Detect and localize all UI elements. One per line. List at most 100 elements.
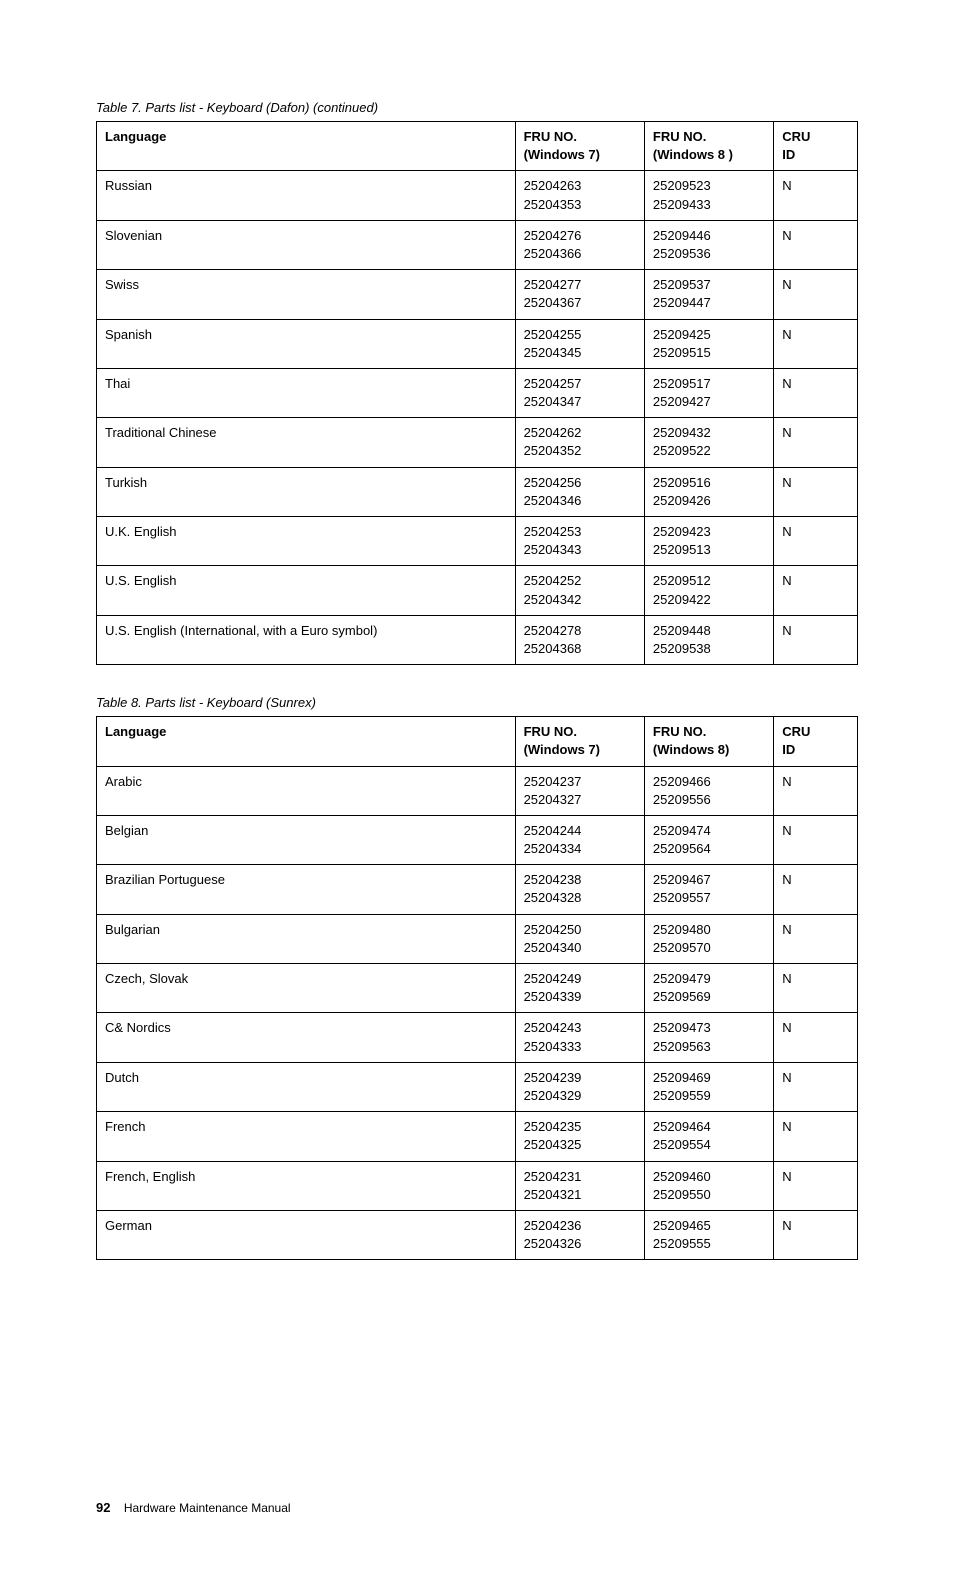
- cell-fru-win7: 2520425525204345: [515, 319, 644, 368]
- table-row: Arabic25204237252043272520946625209556N: [97, 766, 858, 815]
- page-number: 92: [96, 1500, 110, 1515]
- table-8-header-row: Language FRU NO.(Windows 7) FRU NO.(Wind…: [97, 717, 858, 766]
- table-row: Bulgarian2520425025204340252094802520957…: [97, 914, 858, 963]
- cell-language: Czech, Slovak: [97, 964, 516, 1013]
- cell-fru-win8: 2520948025209570: [644, 914, 773, 963]
- header-cru-id: CRUID: [774, 717, 858, 766]
- cell-cru-id: N: [774, 368, 858, 417]
- cell-language: French, English: [97, 1161, 516, 1210]
- cell-language: C& Nordics: [97, 1013, 516, 1062]
- cell-language: Swiss: [97, 270, 516, 319]
- cell-language: Slovenian: [97, 220, 516, 269]
- cell-fru-win8: 2520946725209557: [644, 865, 773, 914]
- cell-language: Spanish: [97, 319, 516, 368]
- cell-fru-win8: 2520946425209554: [644, 1112, 773, 1161]
- cell-fru-win8: 2520947425209564: [644, 815, 773, 864]
- table-row: Swiss25204277252043672520953725209447N: [97, 270, 858, 319]
- cell-cru-id: N: [774, 220, 858, 269]
- cell-fru-win8: 2520946025209550: [644, 1161, 773, 1210]
- table-row: Russian25204263252043532520952325209433N: [97, 171, 858, 220]
- table-row: Turkish25204256252043462520951625209426N: [97, 467, 858, 516]
- table-7-header-row: Language FRU NO.(Windows 7) FRU NO.(Wind…: [97, 122, 858, 171]
- table-row: French, English2520423125204321252094602…: [97, 1161, 858, 1210]
- table-row: Brazilian Portuguese25204238252043282520…: [97, 865, 858, 914]
- cell-language: Thai: [97, 368, 516, 417]
- cell-fru-win8: 2520951625209426: [644, 467, 773, 516]
- cell-cru-id: N: [774, 1161, 858, 1210]
- header-fru-win8: FRU NO.(Windows 8): [644, 717, 773, 766]
- cell-fru-win7: 2520425025204340: [515, 914, 644, 963]
- header-fru-win7: FRU NO.(Windows 7): [515, 717, 644, 766]
- cell-cru-id: N: [774, 517, 858, 566]
- cell-language: Traditional Chinese: [97, 418, 516, 467]
- footer-title: Hardware Maintenance Manual: [124, 1501, 291, 1515]
- cell-fru-win7: 2520425325204343: [515, 517, 644, 566]
- table-row: U.S. English (International, with a Euro…: [97, 615, 858, 664]
- header-fru-win7: FRU NO.(Windows 7): [515, 122, 644, 171]
- cell-fru-win8: 2520944825209538: [644, 615, 773, 664]
- header-fru-win8: FRU NO.(Windows 8 ): [644, 122, 773, 171]
- cell-fru-win7: 2520425725204347: [515, 368, 644, 417]
- cell-fru-win8: 2520946625209556: [644, 766, 773, 815]
- cell-fru-win8: 2520946525209555: [644, 1210, 773, 1259]
- cell-cru-id: N: [774, 566, 858, 615]
- table-row: U.K. English2520425325204343252094232520…: [97, 517, 858, 566]
- cell-language: Dutch: [97, 1062, 516, 1111]
- table-row: Traditional Chinese252042622520435225209…: [97, 418, 858, 467]
- cell-cru-id: N: [774, 171, 858, 220]
- table-row: French25204235252043252520946425209554N: [97, 1112, 858, 1161]
- cell-language: Brazilian Portuguese: [97, 865, 516, 914]
- table-row: U.S. English2520425225204342252095122520…: [97, 566, 858, 615]
- table-row: Belgian25204244252043342520947425209564N: [97, 815, 858, 864]
- cell-cru-id: N: [774, 1062, 858, 1111]
- table-row: C& Nordics252042432520433325209473252095…: [97, 1013, 858, 1062]
- table-row: Slovenian2520427625204366252094462520953…: [97, 220, 858, 269]
- cell-fru-win8: 2520947925209569: [644, 964, 773, 1013]
- cell-language: Russian: [97, 171, 516, 220]
- page-footer: 92 Hardware Maintenance Manual: [96, 1500, 858, 1515]
- cell-fru-win8: 2520947325209563: [644, 1013, 773, 1062]
- cell-cru-id: N: [774, 1112, 858, 1161]
- cell-cru-id: N: [774, 964, 858, 1013]
- cell-fru-win7: 2520423125204321: [515, 1161, 644, 1210]
- cell-fru-win8: 2520946925209559: [644, 1062, 773, 1111]
- table-row: German25204236252043262520946525209555N: [97, 1210, 858, 1259]
- cell-fru-win7: 2520427725204367: [515, 270, 644, 319]
- cell-fru-win8: 2520952325209433: [644, 171, 773, 220]
- cell-language: Belgian: [97, 815, 516, 864]
- cell-language: German: [97, 1210, 516, 1259]
- cell-cru-id: N: [774, 865, 858, 914]
- cell-fru-win7: 2520423725204327: [515, 766, 644, 815]
- cell-fru-win8: 2520951225209422: [644, 566, 773, 615]
- table-row: Dutch25204239252043292520946925209559N: [97, 1062, 858, 1111]
- header-language: Language: [97, 122, 516, 171]
- cell-fru-win8: 2520953725209447: [644, 270, 773, 319]
- cell-fru-win7: 2520424325204333: [515, 1013, 644, 1062]
- header-language: Language: [97, 717, 516, 766]
- cell-fru-win7: 2520426325204353: [515, 171, 644, 220]
- cell-fru-win8: 2520944625209536: [644, 220, 773, 269]
- cell-cru-id: N: [774, 1210, 858, 1259]
- cell-fru-win7: 2520424425204334: [515, 815, 644, 864]
- cell-fru-win7: 2520427825204368: [515, 615, 644, 664]
- table-row: Spanish25204255252043452520942525209515N: [97, 319, 858, 368]
- cell-fru-win7: 2520424925204339: [515, 964, 644, 1013]
- cell-language: U.K. English: [97, 517, 516, 566]
- cell-fru-win8: 2520942325209513: [644, 517, 773, 566]
- cell-fru-win7: 2520423625204326: [515, 1210, 644, 1259]
- cell-cru-id: N: [774, 766, 858, 815]
- table-8-caption: Table 8. Parts list - Keyboard (Sunrex): [96, 695, 858, 710]
- cell-fru-win7: 2520423525204325: [515, 1112, 644, 1161]
- cell-fru-win7: 2520426225204352: [515, 418, 644, 467]
- cell-fru-win8: 2520943225209522: [644, 418, 773, 467]
- cell-cru-id: N: [774, 467, 858, 516]
- cell-fru-win7: 2520427625204366: [515, 220, 644, 269]
- cell-fru-win7: 2520425225204342: [515, 566, 644, 615]
- cell-language: U.S. English: [97, 566, 516, 615]
- cell-fru-win8: 2520951725209427: [644, 368, 773, 417]
- cell-cru-id: N: [774, 815, 858, 864]
- cell-language: Bulgarian: [97, 914, 516, 963]
- header-cru-id: CRUID: [774, 122, 858, 171]
- table-7: Language FRU NO.(Windows 7) FRU NO.(Wind…: [96, 121, 858, 665]
- cell-fru-win7: 2520423825204328: [515, 865, 644, 914]
